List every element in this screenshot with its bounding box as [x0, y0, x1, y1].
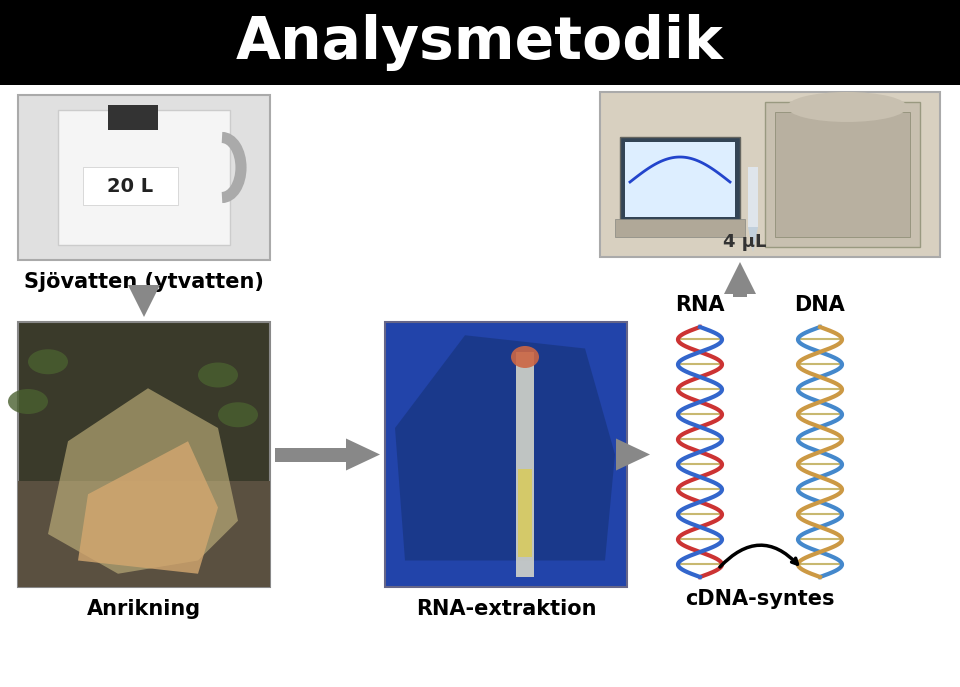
Bar	[615, 219, 745, 237]
Bar	[620, 137, 740, 222]
Bar	[18, 481, 270, 587]
Text: Analysmetodik: Analysmetodik	[236, 14, 724, 71]
Text: RNA: RNA	[675, 295, 725, 315]
Bar	[625, 142, 735, 217]
Polygon shape	[78, 441, 218, 574]
Bar	[18, 95, 270, 260]
Bar	[600, 92, 940, 257]
Bar	[733, 294, 747, 297]
Ellipse shape	[787, 92, 907, 122]
Bar	[765, 102, 920, 247]
Polygon shape	[48, 388, 238, 574]
Polygon shape	[395, 335, 615, 561]
Text: Anrikning: Anrikning	[87, 599, 201, 619]
Ellipse shape	[511, 346, 539, 368]
Bar	[137, 285, 151, 302]
Text: 4 μL: 4 μL	[723, 233, 766, 251]
Polygon shape	[128, 285, 160, 317]
Bar	[58, 110, 230, 245]
Bar	[0, 0, 960, 85]
Polygon shape	[616, 438, 650, 471]
Bar	[275, 447, 346, 462]
Ellipse shape	[218, 403, 258, 427]
Text: 20 L: 20 L	[107, 177, 153, 196]
Bar	[18, 322, 270, 587]
Text: cDNA-syntes: cDNA-syntes	[685, 589, 835, 609]
Text: DNA: DNA	[795, 295, 846, 315]
Text: Sjövatten (ytvatten): Sjövatten (ytvatten)	[24, 272, 264, 292]
Text: RNA-extraktion: RNA-extraktion	[416, 599, 596, 619]
Polygon shape	[748, 227, 758, 252]
Bar	[108, 105, 158, 130]
Text: Realtids-PCR: Realtids-PCR	[694, 62, 846, 82]
Polygon shape	[346, 438, 380, 471]
Ellipse shape	[8, 389, 48, 414]
Bar	[748, 167, 758, 227]
Bar	[516, 352, 534, 577]
Bar	[83, 167, 178, 205]
Polygon shape	[724, 262, 756, 294]
Ellipse shape	[28, 349, 68, 374]
Bar	[775, 112, 910, 237]
Bar	[385, 322, 627, 587]
Ellipse shape	[198, 363, 238, 387]
Bar	[616, 447, 632, 462]
Bar	[518, 469, 532, 557]
